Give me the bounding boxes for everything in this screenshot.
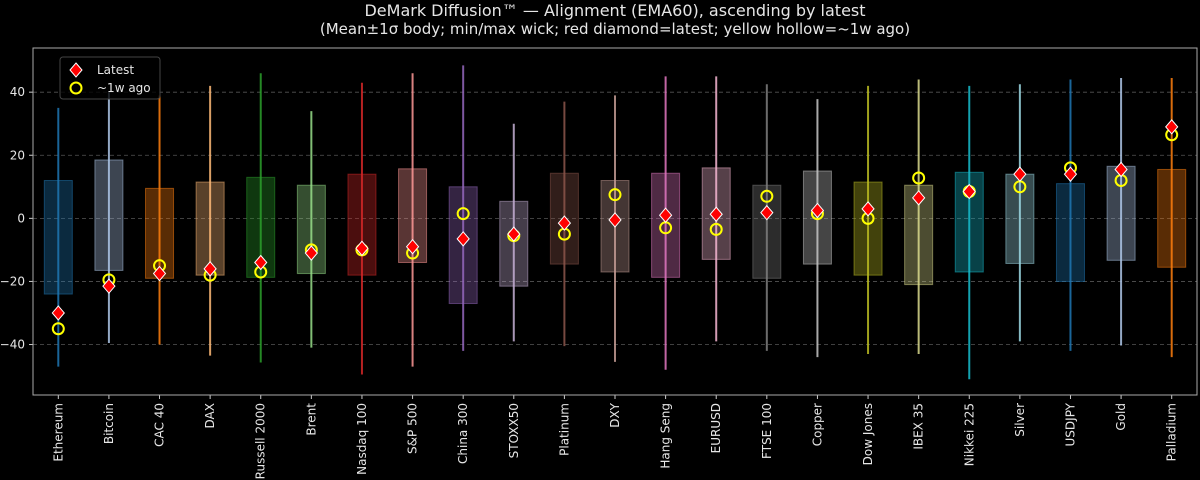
chart-title: DeMark Diffusion™ — Alignment (EMA60), a… bbox=[364, 1, 865, 20]
body bbox=[145, 187, 175, 279]
x-tick-label: Gold bbox=[1114, 403, 1128, 431]
x-tick-label: Nikkei 225 bbox=[962, 403, 976, 466]
chart-subtitle: (Mean±1σ body; min/max wick; red diamond… bbox=[320, 20, 910, 38]
body bbox=[1106, 165, 1136, 261]
latest-marker bbox=[152, 265, 167, 282]
legend-marker bbox=[69, 62, 83, 78]
x-tick-label: Brent bbox=[304, 403, 318, 436]
latest-marker bbox=[507, 226, 521, 242]
body bbox=[43, 179, 73, 295]
latest-marker bbox=[1063, 166, 1078, 182]
legend-marker bbox=[69, 81, 83, 95]
legend-box bbox=[59, 56, 161, 100]
x-tick-label: USDJPY bbox=[1063, 402, 1077, 446]
legend-label: ~1w ago bbox=[97, 81, 151, 95]
latest-marker bbox=[304, 245, 319, 261]
x-tick-label: Bitcoin bbox=[102, 403, 116, 444]
latest-marker bbox=[861, 201, 875, 217]
body bbox=[1005, 173, 1035, 264]
x-tick-label: Ethereum bbox=[51, 403, 65, 462]
latest-marker bbox=[658, 207, 673, 223]
latest-marker bbox=[456, 231, 470, 247]
x-tick-label: Copper bbox=[810, 403, 824, 446]
x-tick-label: China 300 bbox=[456, 403, 470, 464]
body bbox=[499, 200, 529, 287]
x-tick-label: DAX bbox=[203, 403, 217, 428]
week-ago-marker bbox=[456, 207, 470, 221]
y-tick-label: −20 bbox=[0, 274, 25, 288]
x-tick-label: Silver bbox=[1013, 403, 1027, 437]
x-tick-label: IBEX 35 bbox=[912, 403, 926, 450]
latest-marker bbox=[760, 204, 774, 221]
x-tick-label: EURUSD bbox=[709, 403, 723, 453]
x-tick-label: CAC 40 bbox=[153, 403, 167, 447]
latest-marker bbox=[962, 183, 976, 200]
week-ago-marker bbox=[709, 222, 723, 236]
body bbox=[853, 181, 883, 276]
latest-marker bbox=[405, 238, 420, 255]
body bbox=[1157, 168, 1187, 268]
body bbox=[94, 159, 124, 271]
x-tick-label: FTSE 100 bbox=[760, 403, 774, 459]
latest-marker bbox=[709, 206, 723, 223]
latest-marker bbox=[608, 212, 622, 228]
latest-marker bbox=[1165, 119, 1179, 135]
legend: Latest ~1w ago bbox=[59, 56, 161, 100]
x-tick-label: Palladium bbox=[1165, 403, 1179, 461]
body bbox=[651, 172, 681, 278]
x-tick-label: STOXX50 bbox=[507, 403, 521, 458]
latest-marker bbox=[1114, 161, 1128, 178]
x-tick-label: Dow Jones bbox=[861, 403, 875, 465]
latest-marker bbox=[102, 278, 116, 294]
body bbox=[347, 173, 377, 276]
latest-marker bbox=[810, 202, 825, 219]
week-ago-marker bbox=[51, 322, 65, 336]
plot-frame bbox=[32, 47, 1198, 396]
body bbox=[195, 181, 225, 276]
y-tick-label: 40 bbox=[10, 85, 25, 99]
x-tick-label: Hang Seng bbox=[659, 403, 673, 469]
body bbox=[752, 184, 782, 279]
latest-marker bbox=[557, 215, 572, 231]
legend-label: Latest bbox=[97, 63, 134, 77]
y-tick-label: −40 bbox=[0, 338, 25, 352]
y-tick-label: 0 bbox=[17, 211, 25, 225]
x-tick-label: Nasdaq 100 bbox=[355, 403, 369, 475]
x-tick-label: S&P 500 bbox=[406, 403, 420, 454]
latest-marker bbox=[1013, 166, 1027, 182]
latest-marker bbox=[355, 240, 369, 257]
week-ago-marker bbox=[608, 188, 622, 202]
week-ago-marker bbox=[760, 189, 774, 203]
y-tick-label: 20 bbox=[10, 148, 25, 162]
latest-marker bbox=[51, 305, 65, 321]
latest-marker bbox=[203, 261, 217, 277]
x-tick-label: DXY bbox=[608, 402, 622, 427]
latest-marker bbox=[254, 254, 268, 271]
week-ago-marker bbox=[912, 171, 926, 185]
latest-marker bbox=[911, 190, 926, 206]
x-tick-label: Platinum bbox=[557, 403, 571, 456]
body bbox=[1055, 183, 1085, 282]
x-tick-label: Russell 2000 bbox=[254, 403, 268, 479]
